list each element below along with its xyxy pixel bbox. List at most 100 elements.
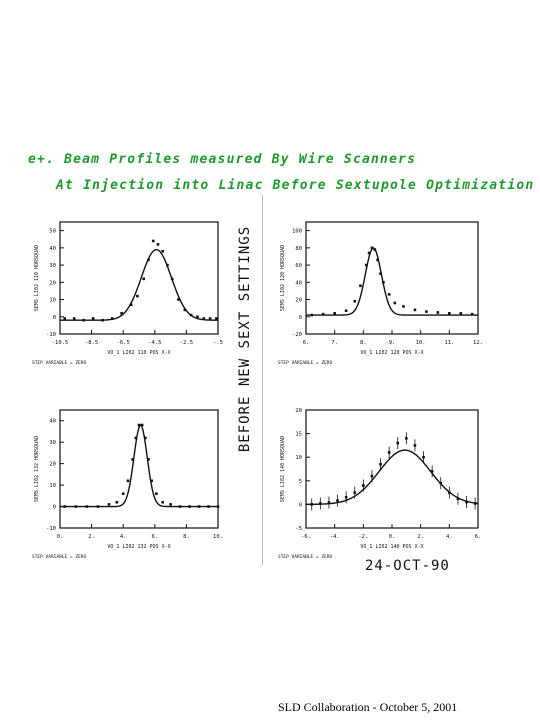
data-point: [177, 298, 180, 301]
title-line-1: e+. Beam Profiles measured By Wire Scann…: [28, 152, 417, 167]
y-tick-label: 100: [292, 229, 302, 235]
data-point: [188, 505, 191, 508]
data-point: [333, 312, 336, 315]
y-tick-label: 60: [295, 263, 302, 269]
data-point: [353, 299, 357, 303]
y-tick-label: 20: [49, 280, 56, 286]
data-point: [208, 317, 212, 320]
data-point: [147, 258, 150, 262]
page-fold-line: [262, 195, 263, 565]
data-point: [202, 317, 206, 320]
x-tick-label: 7.: [331, 340, 338, 346]
y-axis-label: SEMS LI02 132 HORSQUAD: [34, 436, 40, 502]
x-tick-label: 10.: [416, 340, 426, 346]
data-point: [310, 313, 314, 317]
data-point: [129, 303, 133, 307]
x-tick-label: -6.5: [117, 340, 130, 346]
data-point: [169, 503, 172, 506]
data-point: [142, 277, 146, 281]
data-point: [161, 249, 164, 253]
x-tick-label: 6.: [303, 340, 310, 346]
data-point: [156, 243, 160, 246]
step-variable-label: STEP VARIABLE = ZERO: [278, 360, 332, 366]
y-tick-label: 20: [295, 298, 302, 304]
y-tick-label: 80: [295, 246, 302, 252]
y-tick-label: -5: [295, 526, 302, 532]
x-tick-label: -.5: [213, 340, 223, 346]
y-tick-label: 0: [299, 315, 302, 321]
data-point: [134, 436, 138, 440]
x-tick-label: -6.: [301, 534, 311, 540]
data-point: [96, 505, 100, 508]
data-point: [344, 309, 348, 313]
data-point: [101, 318, 104, 322]
data-point: [376, 258, 379, 262]
y-tick-label: 15: [295, 432, 302, 438]
gaussian-fit-curve: [60, 248, 219, 321]
data-point: [82, 318, 85, 322]
data-point: [121, 492, 125, 495]
x-axis-label: VO_1 LI02 120 POS X-X: [360, 350, 423, 356]
data-point: [459, 312, 463, 315]
data-point: [178, 505, 182, 508]
x-tick-label: 2.: [417, 534, 424, 540]
data-point: [413, 308, 417, 312]
data-point: [393, 301, 397, 305]
data-point: [131, 458, 134, 461]
x-tick-label: 0.: [389, 534, 396, 540]
data-point: [364, 263, 368, 267]
data-point: [144, 436, 147, 440]
x-tick-label: -4.: [330, 534, 340, 540]
data-point: [110, 317, 114, 320]
y-tick-label: 40: [49, 246, 56, 252]
y-tick-label: 50: [49, 229, 56, 235]
y-axis-label: SEMS LI02 110 HORSQUAD: [34, 245, 40, 311]
gaussian-fit-curve: [305, 449, 479, 506]
x-tick-label: 11.: [444, 340, 454, 346]
x-tick-label: 0.: [57, 534, 64, 540]
data-point: [207, 505, 210, 508]
data-point: [183, 308, 187, 312]
y-tick-label: 40: [49, 419, 56, 425]
data-point: [189, 313, 193, 317]
step-variable-label: STEP VARIABLE = ZERO: [32, 360, 86, 366]
x-tick-label: 4.: [446, 534, 453, 540]
y-tick-label: 20: [295, 408, 302, 414]
x-axis-label: VO_1 LI02 132 POS X-X: [107, 544, 170, 550]
step-variable-label: STEP VARIABLE = ZERO: [278, 554, 332, 560]
data-point: [382, 281, 385, 284]
data-point: [166, 263, 169, 267]
plot-frame: [305, 221, 479, 335]
data-point: [470, 312, 474, 316]
x-tick-label: -10.5: [52, 340, 69, 346]
y-axis-label: SEMS LI02 120 HORSQUAD: [280, 245, 286, 311]
x-tick-label: 8.: [183, 534, 190, 540]
footer-text: SLD Collaboration - October 5, 2001: [278, 700, 458, 714]
y-axis-label: SEMS LI02 140 HORSQUAD: [280, 436, 286, 502]
data-point: [370, 246, 374, 250]
data-point: [150, 479, 153, 483]
data-point: [436, 311, 440, 314]
data-point: [72, 317, 76, 320]
data-point: [367, 251, 371, 255]
plot-frame: [59, 409, 219, 529]
y-tick-label: 30: [49, 440, 56, 446]
data-point: [359, 284, 362, 288]
data-point: [155, 492, 158, 495]
title-line-2: At Injection into Linac Before Sextupole…: [56, 178, 535, 193]
data-point: [85, 505, 89, 508]
x-tick-label: 8.: [360, 340, 367, 346]
data-point: [140, 423, 144, 427]
data-point: [215, 317, 218, 320]
data-point: [63, 505, 67, 508]
data-point: [120, 312, 123, 315]
data-point: [147, 458, 150, 461]
data-point: [321, 312, 325, 316]
gaussian-fit-curve: [306, 246, 478, 316]
y-tick-label: 40: [295, 280, 302, 286]
x-tick-label: -2.5: [180, 340, 193, 346]
data-point: [373, 248, 377, 251]
data-point: [170, 277, 174, 281]
y-tick-label: 30: [49, 263, 56, 269]
